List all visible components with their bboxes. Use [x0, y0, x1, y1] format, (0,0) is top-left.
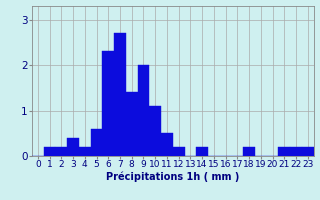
- Bar: [173, 147, 185, 156]
- Bar: [114, 33, 126, 156]
- Bar: [161, 133, 173, 156]
- Bar: [44, 147, 55, 156]
- Bar: [196, 147, 208, 156]
- Bar: [243, 147, 255, 156]
- Bar: [138, 65, 149, 156]
- Bar: [126, 92, 138, 156]
- Bar: [302, 147, 314, 156]
- Bar: [67, 138, 79, 156]
- X-axis label: Précipitations 1h ( mm ): Précipitations 1h ( mm ): [106, 172, 239, 182]
- Bar: [278, 147, 290, 156]
- Bar: [79, 147, 91, 156]
- Bar: [290, 147, 302, 156]
- Bar: [149, 106, 161, 156]
- Bar: [102, 51, 114, 156]
- Bar: [55, 147, 67, 156]
- Bar: [91, 129, 102, 156]
